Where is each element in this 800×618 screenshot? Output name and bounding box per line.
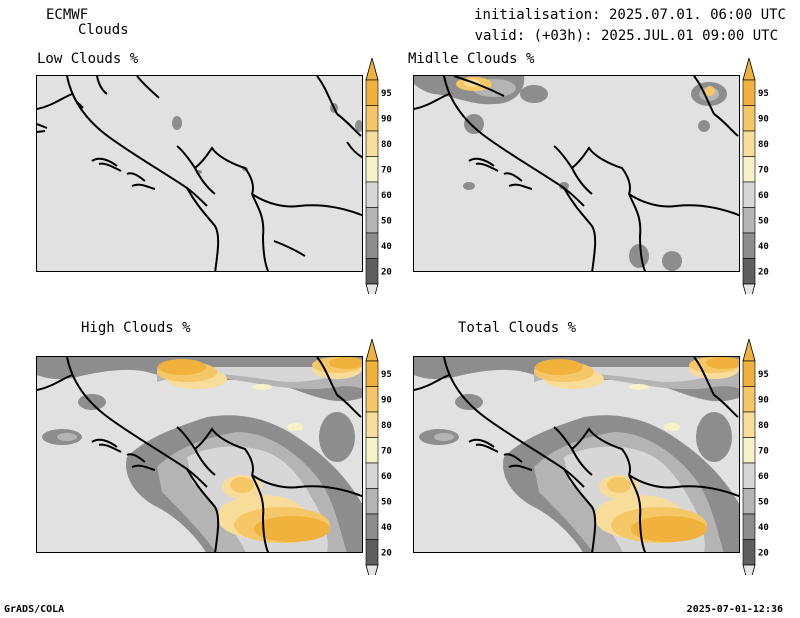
colorbar-tick-label: 95	[758, 89, 769, 99]
colorbar-segment	[742, 130, 756, 157]
colorbar-segment	[742, 513, 756, 540]
colorbar-tick-label: 40	[758, 523, 769, 533]
colorbar-tick-label: 50	[758, 497, 769, 507]
colorbar-max-triangle	[742, 339, 756, 362]
colorbar-tick-label: 60	[758, 472, 769, 482]
colorbar-tick-label: 40	[381, 242, 392, 252]
colorbar-segment	[365, 130, 379, 157]
colorbar-tick-label: 60	[381, 472, 392, 482]
colorbar-segment	[742, 360, 756, 387]
footer-right: 2025-07-01-12:36	[686, 604, 783, 615]
colorbar-segment	[365, 79, 379, 106]
colorbar-segment	[365, 181, 379, 208]
colorbar-segment	[742, 232, 756, 259]
colorbar-tick-label: 50	[381, 497, 392, 507]
colorbar-tick-label: 20	[381, 267, 392, 277]
colorbar-segment	[365, 360, 379, 387]
colorbar-tick-label: 80	[758, 140, 769, 150]
field-label: Clouds	[78, 22, 129, 38]
colorbar-tick-label: 70	[381, 165, 392, 175]
colorbar-tick-label: 50	[758, 216, 769, 226]
colorbar-middle: 95 90 80 70 60 50 40 20	[741, 58, 783, 294]
colorbar-segment	[742, 207, 756, 234]
map-panel-total-clouds	[413, 356, 740, 553]
colorbar-high-svg: 95 90 80 70 60 50 40 20	[365, 339, 392, 575]
colorbar-segment	[742, 462, 756, 489]
model-label: ECMWF	[46, 7, 89, 23]
footer-left: GrADS/COLA	[4, 604, 65, 615]
colorbar-max-triangle	[742, 58, 756, 81]
colorbar-segment	[742, 258, 756, 285]
map-low-clouds	[37, 76, 362, 271]
colorbar-min-triangle	[365, 283, 379, 294]
panel-title-high: High Clouds %	[81, 320, 191, 336]
colorbar-tick-label: 70	[758, 165, 769, 175]
colorbar-segment	[365, 156, 379, 183]
map-total-clouds	[414, 357, 739, 552]
colorbar-segment	[365, 232, 379, 259]
map-panel-low-clouds	[36, 75, 363, 272]
colorbar-tick-label: 80	[758, 421, 769, 431]
map-panel-high-clouds	[36, 356, 363, 553]
colorbar-segment	[365, 411, 379, 438]
colorbar-low-svg: 95 90 80 70 60 50 40 20	[365, 58, 392, 294]
colorbar-tick-label: 95	[758, 370, 769, 380]
map-high-clouds	[37, 357, 362, 552]
colorbar-tick-label: 95	[381, 370, 392, 380]
colorbar-max-triangle	[365, 58, 379, 81]
valid-time: valid: (+03h): 2025.JUL.01 09:00 UTC	[474, 28, 778, 44]
colorbar-min-triangle	[742, 283, 756, 294]
colorbar-segment	[365, 258, 379, 285]
colorbar-tick-label: 50	[381, 216, 392, 226]
colorbar-segment	[742, 411, 756, 438]
colorbar-tick-label: 90	[758, 395, 769, 405]
colorbar-segment	[365, 488, 379, 515]
colorbar-tick-label: 70	[758, 446, 769, 456]
colorbar-segment	[365, 513, 379, 540]
init-time: initialisation: 2025.07.01. 06:00 UTC	[474, 7, 786, 23]
colorbar-tick-label: 70	[381, 446, 392, 456]
panel-title-low: Low Clouds %	[37, 51, 139, 67]
map-middle-clouds	[414, 76, 739, 271]
colorbar-high: 95 90 80 70 60 50 40 20	[364, 339, 406, 575]
colorbar-min-triangle	[742, 564, 756, 575]
colorbar-tick-label: 60	[758, 191, 769, 201]
colorbar-segment	[742, 437, 756, 464]
colorbar-segment	[365, 539, 379, 566]
colorbar-max-triangle	[365, 339, 379, 362]
colorbar-tick-label: 90	[381, 395, 392, 405]
colorbar-tick-label: 60	[381, 191, 392, 201]
colorbar-segment	[742, 156, 756, 183]
panel-title-total: Total Clouds %	[458, 320, 577, 336]
colorbar-segment	[365, 105, 379, 132]
colorbar-tick-label: 80	[381, 421, 392, 431]
colorbar-tick-label: 40	[758, 242, 769, 252]
colorbar-segment	[742, 386, 756, 413]
colorbar-middle-svg: 95 90 80 70 60 50 40 20	[742, 58, 769, 294]
colorbar-segment	[365, 462, 379, 489]
colorbar-min-triangle	[365, 564, 379, 575]
colorbar-total-svg: 95 90 80 70 60 50 40 20	[742, 339, 769, 575]
colorbar-segment	[742, 105, 756, 132]
colorbar-tick-label: 95	[381, 89, 392, 99]
colorbar-segment	[365, 437, 379, 464]
map-panel-middle-clouds	[413, 75, 740, 272]
colorbar-low: 95 90 80 70 60 50 40 20	[364, 58, 406, 294]
colorbar-tick-label: 20	[758, 267, 769, 277]
colorbar-segment	[742, 181, 756, 208]
colorbar-total: 95 90 80 70 60 50 40 20	[741, 339, 783, 575]
colorbar-tick-label: 90	[381, 114, 392, 124]
colorbar-segment	[742, 488, 756, 515]
colorbar-segment	[742, 79, 756, 106]
colorbar-tick-label: 90	[758, 114, 769, 124]
colorbar-segment	[365, 386, 379, 413]
colorbar-segment	[365, 207, 379, 234]
colorbar-tick-label: 20	[381, 548, 392, 558]
panel-title-middle: Midlle Clouds %	[408, 51, 535, 67]
colorbar-segment	[742, 539, 756, 566]
colorbar-tick-label: 80	[381, 140, 392, 150]
colorbar-tick-label: 40	[381, 523, 392, 533]
colorbar-tick-label: 20	[758, 548, 769, 558]
